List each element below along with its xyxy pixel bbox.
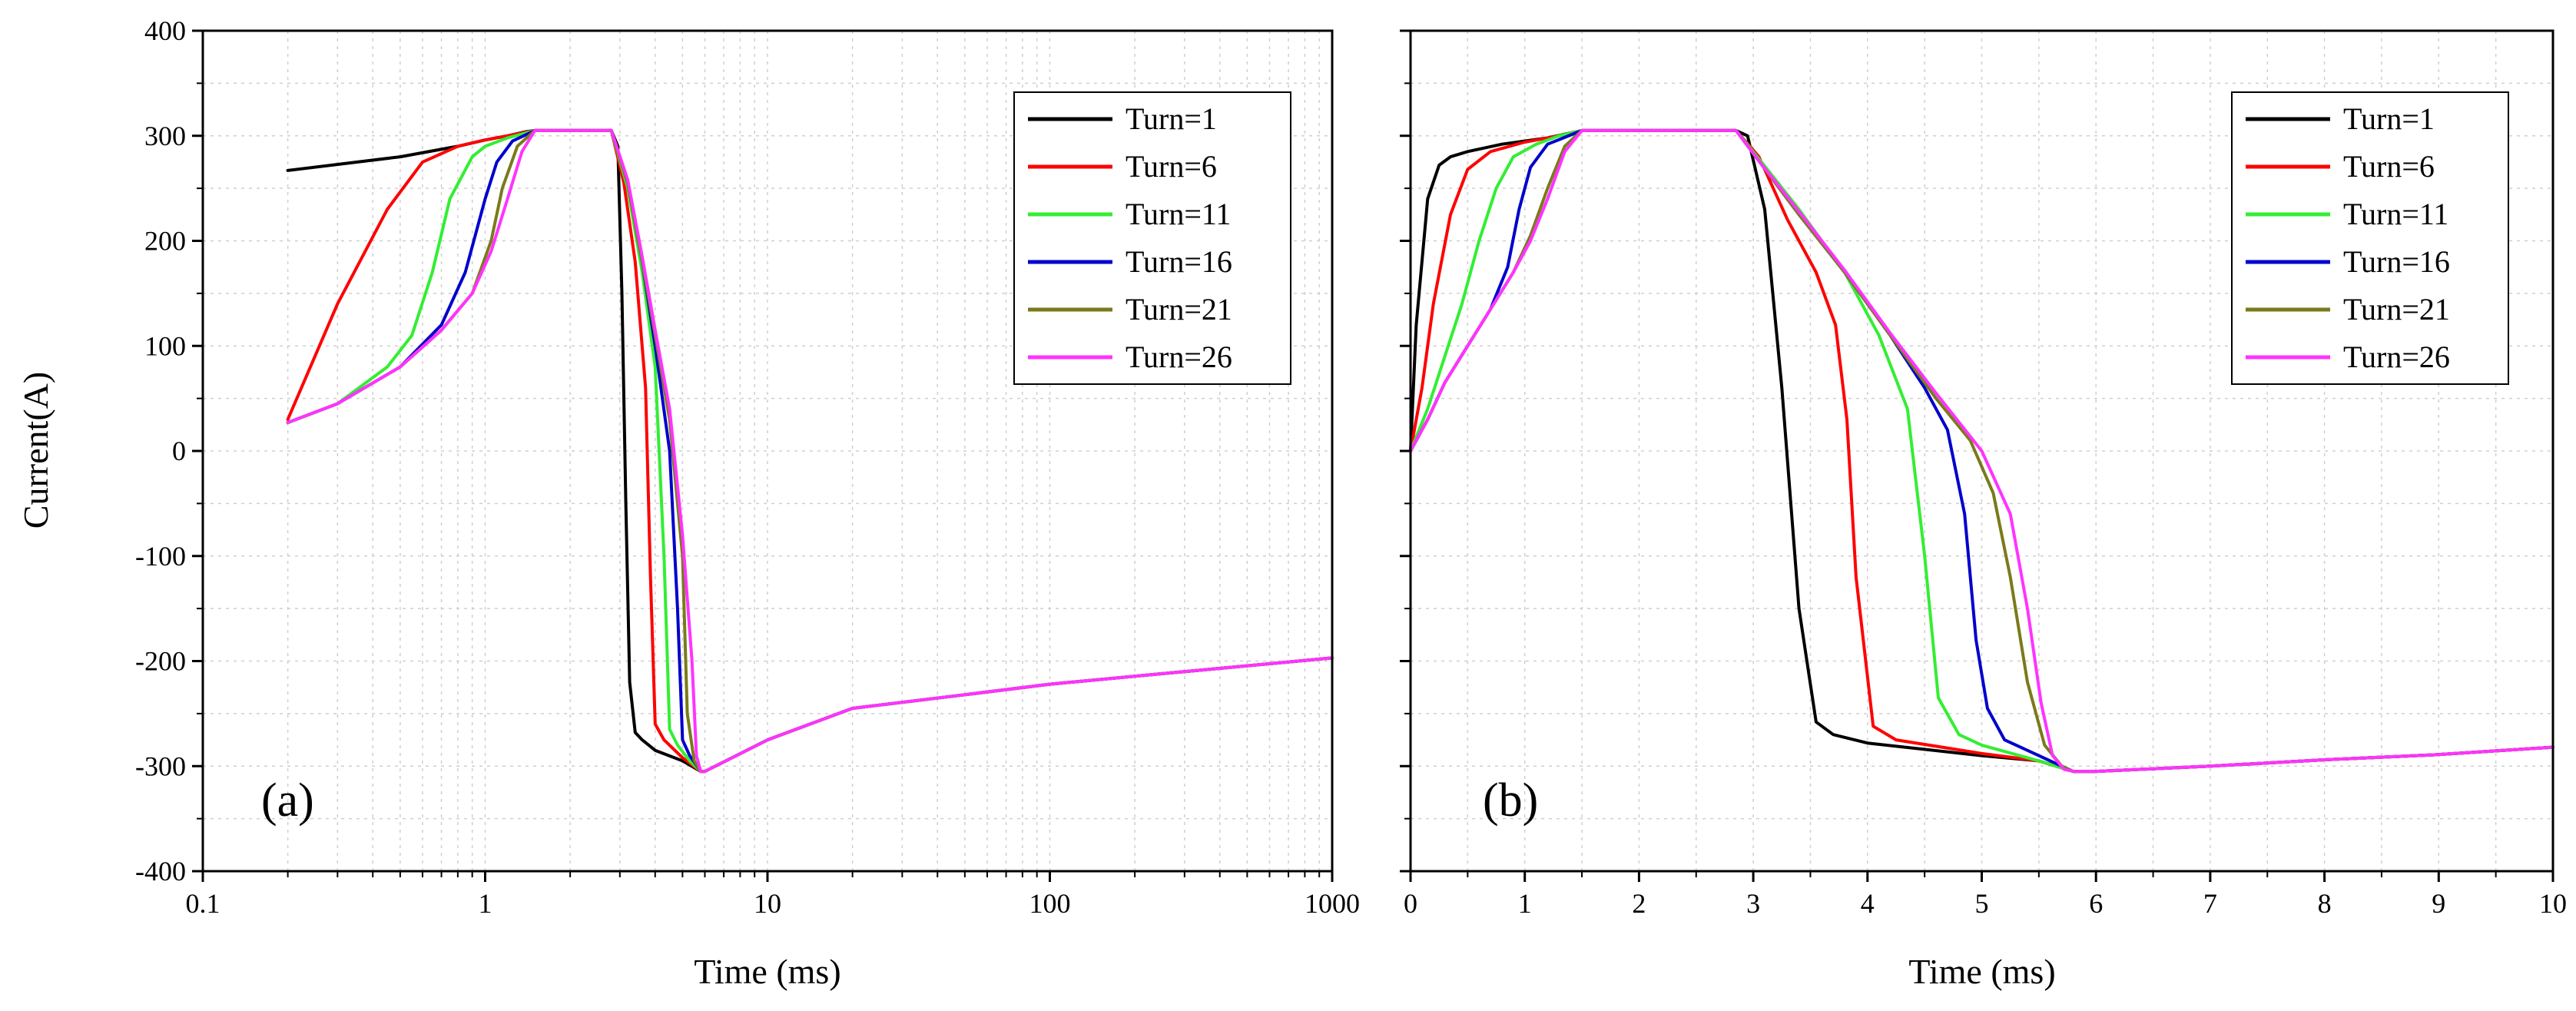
panel-b-x-tick-label: 3 (1746, 888, 1760, 919)
panel-a-label: (a) (261, 774, 314, 827)
panel-b-x-tick-label: 5 (1975, 888, 1989, 919)
panel-a-x-tick-label: 100 (1029, 888, 1071, 919)
panel-a-y-tick-label: 0 (172, 436, 186, 466)
panel-a-y-tick-label: -100 (135, 541, 186, 572)
panel-a-legend-label: Turn=6 (1126, 149, 1217, 184)
panel-a-legend-label: Turn=1 (1126, 101, 1217, 136)
panel-a-x-tick-label: 10 (754, 888, 781, 919)
panel-a-legend: Turn=1 Turn=6 Turn=11 Turn=16 Turn=21 Turn=26 (1013, 91, 1291, 385)
panel-b-x-tick-label: 7 (2203, 888, 2217, 919)
panel-a-legend-box (1013, 91, 1291, 385)
panel-b-x-tick-label: 2 (1632, 888, 1646, 919)
panel-a-x-axis-title: Time (ms) (694, 952, 840, 991)
panel-b-legend-label: Turn=1 (2343, 101, 2435, 136)
panel-b-x-tick-label: 9 (2432, 888, 2445, 919)
panel-a-y-tick-label: 300 (144, 121, 186, 151)
panel-a-y-tick-label: 100 (144, 330, 186, 361)
panel-b: 0 1 2 3 4 5 6 7 8 9 10 Time (ms) (b) Turn=1Turn=6T… (1400, 29, 2567, 991)
panel-a-y-tick-label: -400 (135, 856, 186, 887)
panel-b-x-tick-label: 10 (2539, 888, 2567, 919)
panel-a-legend-label: Turn=21 (1126, 292, 1232, 327)
panel-b-x-tick-label: 6 (2089, 888, 2103, 919)
panel-a-x-tick-label: 1000 (1305, 888, 1360, 919)
panel-a-legend-label: Turn=16 (1126, 244, 1232, 279)
panel-b-legend-label: Turn=11 (2343, 197, 2448, 231)
panel-b-x-tick-label: 1 (1518, 888, 1532, 919)
panel-a-x-tick-label: 0.1 (186, 888, 220, 919)
panel-b-x-axis-title: Time (ms) (1908, 952, 2055, 991)
panel-a-x-tick-label: 1 (479, 888, 492, 919)
y-axis-title: Current(A) (16, 372, 55, 529)
panel-b-series-turn-26 (1409, 128, 2554, 774)
panel-a-y-tick-label: 200 (144, 226, 186, 257)
panel-a-y-tick-label: -200 (135, 646, 186, 677)
panel-b-legend-label: Turn=26 (2343, 340, 2450, 374)
panel-b-legend: Turn=1 Turn=6 Turn=11 Turn=16 Turn=21 Turn=26 (2231, 91, 2509, 385)
panel-b-legend-label: Turn=6 (2343, 149, 2435, 184)
panel-a-legend-label: Turn=11 (1126, 197, 1231, 231)
panel-b-legend-label: Turn=21 (2343, 292, 2450, 327)
panel-b-legend-box (2231, 91, 2509, 385)
panel-b-x-tick-label: 4 (1861, 888, 1875, 919)
panel-b-x-tick-label: 8 (2318, 888, 2332, 919)
panel-a-y-tick-label: 400 (144, 15, 186, 46)
panel-a-y-tick-label: -300 (135, 751, 186, 781)
panel-a-series-turn-26 (286, 128, 1334, 774)
panel-b-legend-label: Turn=16 (2343, 244, 2450, 279)
panel-a-legend-label: Turn=26 (1126, 340, 1232, 374)
panel-b-x-tick-label: 0 (1404, 888, 1417, 919)
panel-b-label: (b) (1483, 774, 1538, 827)
